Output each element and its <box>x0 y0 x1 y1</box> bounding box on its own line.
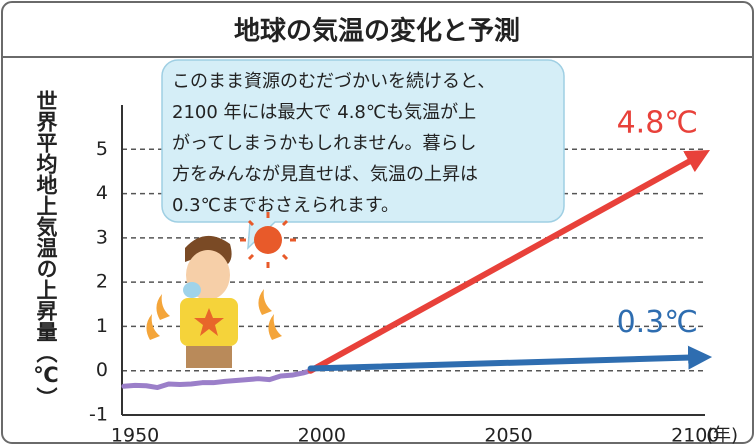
y-tick-label: 1 <box>96 315 108 337</box>
x-axis-label: (年) <box>706 425 738 445</box>
annotation-line: 0.3℃までおさえられます。 <box>172 195 399 216</box>
y-axis-label: 世界平均地上気温の上昇量（℃） <box>34 90 58 408</box>
x-tick-label: 1950 <box>111 425 159 445</box>
annotation-line: 方をみんなが見直せば、気温の上昇は <box>172 164 478 185</box>
y-tick-label: 0 <box>96 359 108 381</box>
chart-title: 地球の気温の変化と予測 <box>234 16 520 47</box>
data-label: 4.8℃ <box>617 106 698 141</box>
x-tick-label: 2050 <box>484 425 532 445</box>
y-tick-label: 4 <box>96 182 108 204</box>
x-tick-label: 2000 <box>298 425 346 445</box>
y-tick-label: 3 <box>96 226 108 248</box>
chart: 地球の気温の変化と予測 世界平均地上気温の上昇量（℃） -1 0 1 2 3 4 5 1950… <box>0 0 755 445</box>
annotation-line: がってしまうかもしれません。暮らし <box>172 133 477 154</box>
data-label: 0.3℃ <box>617 305 698 340</box>
annotation-line: 2100 年には最大で 4.8℃も気温が上 <box>172 102 476 123</box>
y-tick-label: 2 <box>96 271 108 293</box>
annotation-line: このまま資源のむだづかいを続けると、 <box>172 71 495 92</box>
y-tick-label: 5 <box>96 138 108 160</box>
y-tick-label: -1 <box>89 404 108 426</box>
